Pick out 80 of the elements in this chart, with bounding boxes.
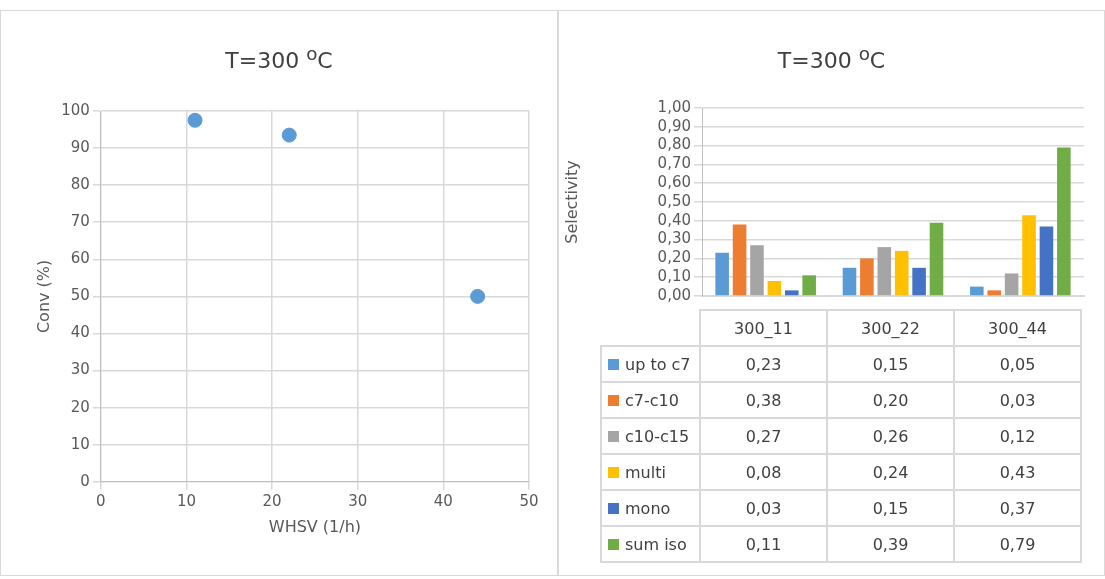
data-label: 0,03 <box>954 382 1081 418</box>
chart-title: T=300 $^{o}$C <box>776 43 887 74</box>
bar <box>1004 273 1019 296</box>
data-label: 0,43 <box>954 454 1081 490</box>
bar <box>860 258 874 296</box>
bar <box>970 286 984 296</box>
bar <box>1057 147 1071 296</box>
bar <box>715 252 729 296</box>
data-label: 0,03 <box>700 490 827 526</box>
y-tick-label: 0,60 <box>657 173 691 192</box>
data-label: 0,23 <box>700 346 827 382</box>
data-label: 0,26 <box>827 418 954 454</box>
bar <box>750 245 764 296</box>
data-label: 0,15 <box>827 346 954 382</box>
x-tick-label: 300_22 <box>827 310 954 346</box>
data-label: 0,15 <box>827 490 954 526</box>
y-tick-label: 10 <box>70 434 90 453</box>
point <box>470 288 486 304</box>
x-tick-label: 50 <box>519 491 539 510</box>
bar <box>894 250 909 296</box>
legend-label: multi <box>601 454 700 490</box>
bar <box>784 290 799 296</box>
bar <box>1039 226 1054 296</box>
data-label: 0,37 <box>954 490 1081 526</box>
y-tick-label: 70 <box>70 212 90 231</box>
x-tick-label: 300_11 <box>700 310 827 346</box>
y-tick-label: 30 <box>70 360 90 379</box>
y-tick-label: 100 <box>61 100 90 119</box>
bar <box>767 280 782 296</box>
y-tick-label: 0,50 <box>657 191 691 210</box>
y-tick-label: 0,00 <box>657 285 691 304</box>
legend-label: mono <box>601 490 700 526</box>
y-tick-label: 0,70 <box>657 154 691 173</box>
legend-label: up to c7 <box>601 346 700 382</box>
bar <box>802 275 816 296</box>
data-label: 0,24 <box>827 454 954 490</box>
bar <box>912 267 926 296</box>
bar <box>987 290 1002 296</box>
y-tick-label: 50 <box>70 286 90 305</box>
y-axis-title: Selectivity <box>561 160 581 244</box>
x-tick-label: 300_44 <box>954 310 1081 346</box>
data-label: 0,38 <box>700 382 827 418</box>
x-tick-label: 10 <box>176 491 197 510</box>
bar <box>877 247 892 296</box>
y-tick-label: 0,10 <box>657 267 691 286</box>
y-tick-label: 0,40 <box>657 210 691 229</box>
bar <box>732 224 747 296</box>
data-label: 0,20 <box>827 382 954 418</box>
x-tick-label: 30 <box>348 491 368 510</box>
legend-label: sum iso <box>601 526 700 562</box>
legend-label: c7-c10 <box>601 382 700 418</box>
x-axis-title: WHSV (1/h) <box>268 516 362 536</box>
x-tick-label: 0 <box>96 491 106 510</box>
x-tick-label: 20 <box>262 491 282 510</box>
y-tick-label: 20 <box>70 397 90 416</box>
data-label: 0,05 <box>954 346 1081 382</box>
y-tick-label: 0,20 <box>657 248 691 267</box>
chart-title: T=300 $^{o}$C <box>224 43 334 74</box>
data-label: 0,08 <box>700 454 827 490</box>
y-tick-label: 1,00 <box>657 97 691 116</box>
data-label: 0,12 <box>954 418 1081 454</box>
y-tick-label: 0,30 <box>657 229 691 248</box>
y-tick-label: 90 <box>70 137 90 156</box>
point <box>187 112 203 128</box>
y-axis-title: Conv (%) <box>33 259 53 334</box>
legend-label: c10-c15 <box>601 418 700 454</box>
y-tick-label: 80 <box>70 175 90 194</box>
point <box>281 127 297 143</box>
y-tick-label: 0 <box>80 471 90 490</box>
data-label: 0,27 <box>700 418 827 454</box>
y-tick-label: 60 <box>70 249 90 268</box>
bar <box>842 267 857 296</box>
data-label: 0,79 <box>954 526 1081 562</box>
x-tick-label: 40 <box>433 491 453 510</box>
y-tick-label: 0,90 <box>657 116 691 135</box>
bar <box>1022 215 1036 296</box>
y-tick-label: 0,80 <box>657 135 691 154</box>
data-label: 0,39 <box>827 526 954 562</box>
bar <box>929 222 944 296</box>
data-label: 0,11 <box>700 526 827 562</box>
